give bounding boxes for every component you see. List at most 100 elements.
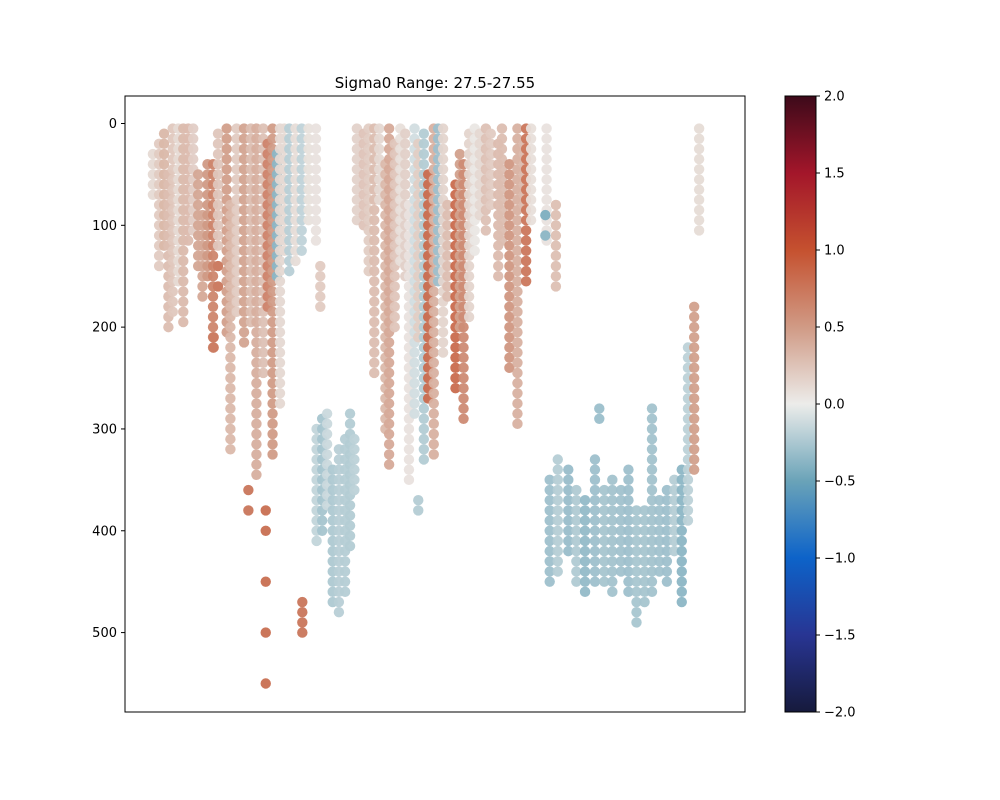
data-point <box>442 230 453 241</box>
data-point <box>646 464 658 475</box>
data-point <box>504 311 515 323</box>
data-point <box>231 153 242 165</box>
data-point <box>589 495 601 506</box>
data-point <box>310 123 322 134</box>
data-point <box>274 306 286 318</box>
data-point <box>442 209 453 221</box>
data-point <box>607 495 618 506</box>
data-point <box>344 500 356 511</box>
data-point <box>458 321 469 333</box>
data-point <box>544 525 555 536</box>
data-point <box>463 301 475 312</box>
profile-68 <box>496 123 508 246</box>
data-point <box>688 311 700 323</box>
data-point <box>693 184 705 195</box>
data-point <box>631 545 642 557</box>
data-point <box>512 316 523 328</box>
profile-67 <box>493 138 504 282</box>
data-point <box>688 342 700 353</box>
data-point <box>225 332 236 343</box>
data-point <box>669 525 680 536</box>
data-point <box>316 515 328 526</box>
data-point <box>267 337 278 348</box>
data-point <box>552 545 563 557</box>
data-point <box>693 215 705 226</box>
profile-31 <box>315 260 326 312</box>
data-point <box>225 383 236 394</box>
profile-90 <box>654 495 665 577</box>
data-point <box>212 199 224 211</box>
data-point <box>504 159 515 170</box>
data-point <box>158 138 170 150</box>
data-point <box>310 215 322 226</box>
data-point <box>496 194 508 206</box>
data-point <box>563 515 574 526</box>
data-point <box>615 505 627 516</box>
colorbar-tick-label: 1.0 <box>824 244 845 259</box>
data-point <box>631 576 642 587</box>
data-point <box>493 260 504 272</box>
data-point <box>693 133 705 144</box>
profile-96 <box>693 123 705 236</box>
data-point <box>303 215 314 226</box>
data-point <box>297 627 308 638</box>
data-point <box>251 469 262 480</box>
data-point <box>639 515 650 526</box>
data-point <box>231 194 242 206</box>
data-point <box>552 566 563 577</box>
data-point <box>646 535 658 547</box>
data-point <box>225 342 236 353</box>
data-point <box>369 367 380 379</box>
data-point <box>344 540 356 552</box>
data-point <box>496 225 508 236</box>
data-point <box>296 225 307 236</box>
profile-69 <box>504 159 515 374</box>
data-point <box>231 286 242 297</box>
data-point <box>579 495 591 506</box>
data-point <box>512 388 523 399</box>
data-point <box>212 260 224 272</box>
data-point <box>579 545 591 557</box>
data-point <box>676 525 687 536</box>
data-point <box>496 235 508 246</box>
data-point <box>504 260 515 272</box>
data-point <box>225 393 236 404</box>
data-point <box>339 576 351 587</box>
data-point <box>403 444 415 455</box>
data-point <box>400 159 411 170</box>
data-point <box>458 362 469 374</box>
data-point <box>550 230 562 241</box>
data-point <box>552 464 563 475</box>
data-point <box>303 133 314 144</box>
data-point <box>563 464 574 475</box>
data-point <box>646 474 658 486</box>
data-point <box>450 352 461 363</box>
data-point <box>571 566 582 577</box>
data-point <box>251 398 262 409</box>
data-point <box>599 495 610 506</box>
data-point <box>607 545 618 557</box>
data-point <box>321 408 333 419</box>
data-point <box>688 352 700 363</box>
data-point <box>623 545 634 557</box>
data-point <box>599 535 610 547</box>
data-point <box>258 357 269 368</box>
data-point <box>512 418 523 430</box>
data-point <box>571 576 582 587</box>
data-point <box>231 215 242 226</box>
data-point <box>512 398 523 409</box>
data-point <box>428 398 439 409</box>
data-point <box>646 586 658 598</box>
data-point <box>550 220 562 231</box>
data-point <box>458 342 469 353</box>
data-point <box>344 530 356 542</box>
data-point <box>383 418 395 430</box>
data-point <box>496 123 508 134</box>
data-point <box>504 321 515 333</box>
data-point <box>552 505 563 516</box>
data-point <box>646 413 658 424</box>
data-point <box>238 327 250 338</box>
data-point <box>297 596 308 608</box>
data-point <box>418 444 430 455</box>
data-point <box>192 169 204 180</box>
